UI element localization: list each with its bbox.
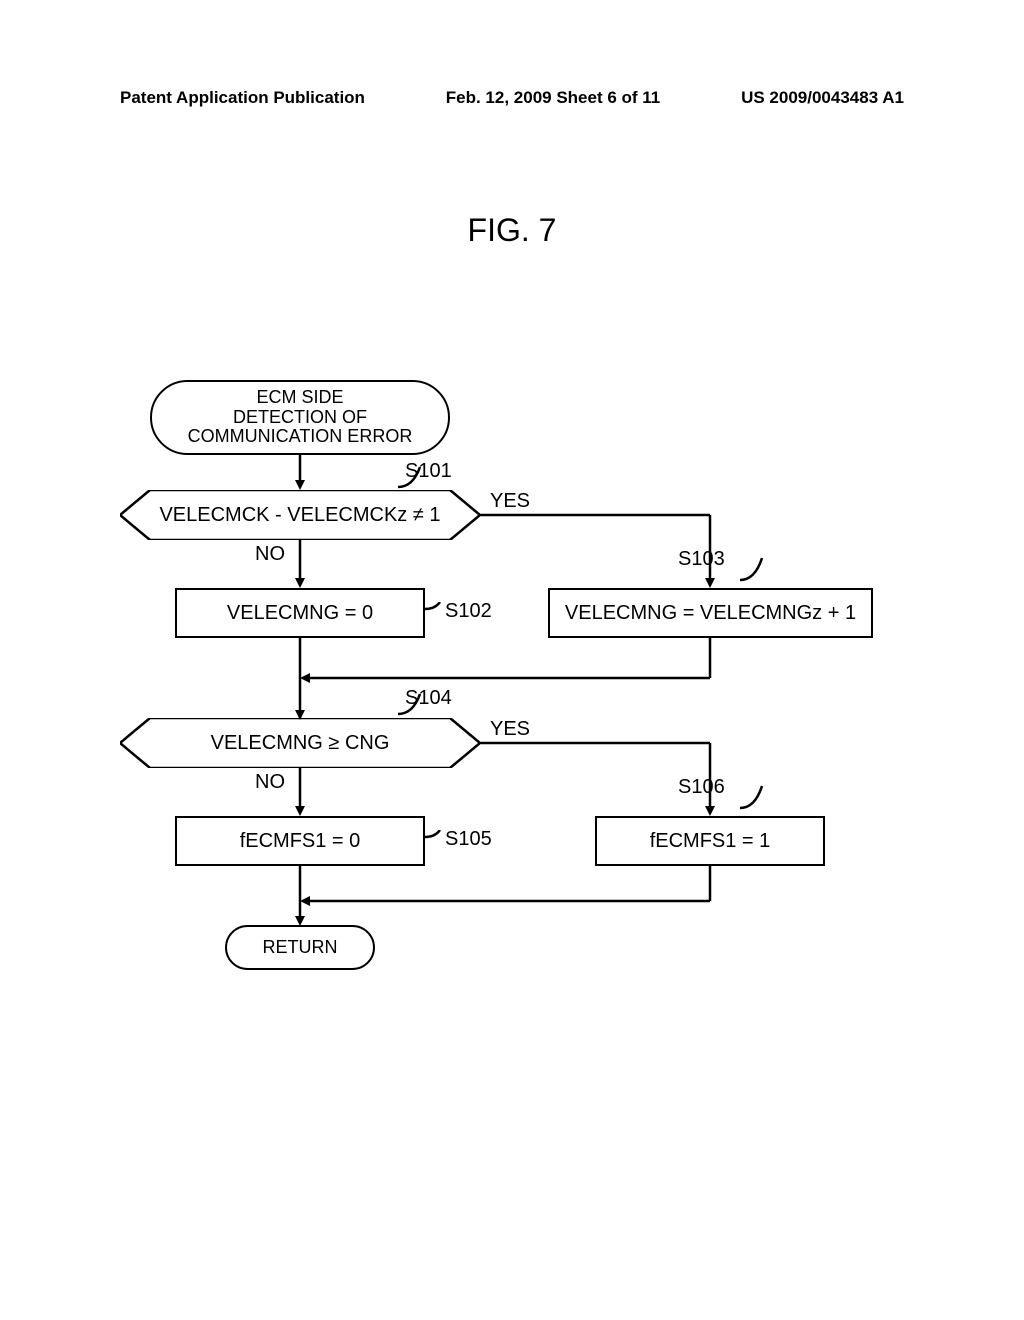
process4-text: fECMFS1 = 1 xyxy=(650,830,771,853)
s102-hook xyxy=(425,602,445,617)
arrow-p2-join xyxy=(295,638,715,683)
process1-text: VELECMNG = 0 xyxy=(227,602,373,625)
header-center: Feb. 12, 2009 Sheet 6 of 11 xyxy=(446,88,661,108)
s102-label: S102 xyxy=(445,600,492,623)
s104-label: S104 xyxy=(405,687,452,710)
process4: fECMFS1 = 1 xyxy=(595,816,825,866)
header-right: US 2009/0043483 A1 xyxy=(741,88,904,108)
arrow-join-d2 xyxy=(295,678,305,720)
arrow-p4-join2 xyxy=(295,866,715,906)
s106-hook xyxy=(740,783,770,813)
s101-label: S101 xyxy=(405,460,452,483)
s103-label: S103 xyxy=(678,548,725,571)
decision2-text: VELECMNG ≥ CNG xyxy=(211,732,390,755)
s105-hook xyxy=(425,830,445,845)
s105-label: S105 xyxy=(445,828,492,851)
start-terminator: ECM SIDE DETECTION OF COMMUNICATION ERRO… xyxy=(150,380,450,455)
d1-no-label: NO xyxy=(255,543,285,566)
process1: VELECMNG = 0 xyxy=(175,588,425,638)
header-left: Patent Application Publication xyxy=(120,88,365,108)
arrow-start-d1 xyxy=(295,455,305,490)
figure-title: FIG. 7 xyxy=(468,212,557,249)
s106-label: S106 xyxy=(678,776,725,799)
decision1: VELECMCK - VELECMCKz ≠ 1 xyxy=(120,490,480,540)
d2-no-label: NO xyxy=(255,771,285,794)
start-text: ECM SIDE DETECTION OF COMMUNICATION ERRO… xyxy=(188,388,413,447)
process2-text: VELECMNG = VELECMNGz + 1 xyxy=(565,602,856,625)
arrow-d2-p3 xyxy=(295,768,305,816)
process2: VELECMNG = VELECMNGz + 1 xyxy=(548,588,873,638)
return-terminator: RETURN xyxy=(225,925,375,970)
process3-text: fECMFS1 = 0 xyxy=(240,830,361,853)
arrow-d1-p1 xyxy=(295,540,305,588)
decision1-text: VELECMCK - VELECMCKz ≠ 1 xyxy=(159,504,440,527)
return-text: RETURN xyxy=(263,938,338,958)
process3: fECMFS1 = 0 xyxy=(175,816,425,866)
s103-hook xyxy=(740,555,770,585)
decision2: VELECMNG ≥ CNG xyxy=(120,718,480,768)
